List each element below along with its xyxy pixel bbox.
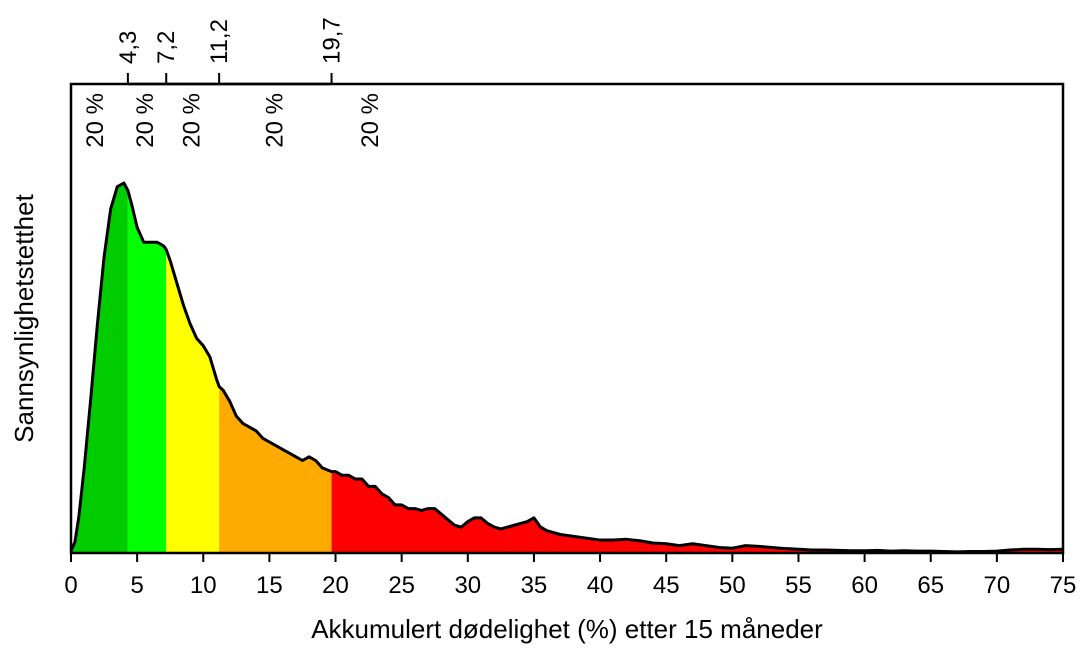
band-fill-4 bbox=[219, 386, 332, 553]
x-tick-label: 75 bbox=[1050, 572, 1077, 599]
x-tick-label: 30 bbox=[454, 572, 481, 599]
band-percent-label: 20 % bbox=[262, 93, 289, 148]
density-curve bbox=[69, 181, 1064, 554]
x-tick-label: 55 bbox=[785, 572, 812, 599]
x-tick-label: 5 bbox=[130, 572, 143, 599]
band-fill-2 bbox=[127, 190, 167, 553]
band-percent-label: 20 % bbox=[357, 93, 384, 148]
band-percent-label: 20 % bbox=[132, 93, 159, 148]
y-axis-label: Sannsynlighetstetthet bbox=[9, 193, 39, 442]
x-axis-label: Akkumulert dødelighet (%) etter 15 måned… bbox=[311, 614, 823, 644]
x-tick-label: 60 bbox=[851, 572, 878, 599]
x-tick-label: 65 bbox=[917, 572, 944, 599]
plot-frame bbox=[69, 82, 1065, 555]
band-fill-3 bbox=[166, 249, 220, 553]
x-tick-label: 20 bbox=[322, 572, 349, 599]
quantile-label: 11,2 bbox=[206, 19, 233, 64]
x-tick-label: 35 bbox=[521, 572, 548, 599]
x-tick-label: 25 bbox=[388, 572, 415, 599]
band-labels: 20 % 20 % 20 % 20 % 20 % bbox=[82, 93, 384, 148]
top-quantile-axis: 4,3 7,2 11,2 19,7 bbox=[115, 17, 346, 86]
x-tick-label: 70 bbox=[984, 572, 1011, 599]
quantile-label: 19,7 bbox=[319, 17, 346, 64]
x-tick-label: 50 bbox=[719, 572, 746, 599]
quantile-bands bbox=[71, 183, 1064, 553]
band-percent-label: 20 % bbox=[178, 93, 205, 148]
x-tick-label: 0 bbox=[64, 572, 77, 599]
quantile-label: 7,2 bbox=[153, 31, 180, 64]
x-tick-label: 10 bbox=[190, 572, 217, 599]
x-tick-label: 45 bbox=[653, 572, 680, 599]
band-fill-5 bbox=[331, 471, 1064, 553]
x-tick-label: 15 bbox=[256, 572, 283, 599]
band-percent-label: 20 % bbox=[82, 93, 109, 148]
x-tick-label: 40 bbox=[587, 572, 614, 599]
quantile-label: 4,3 bbox=[115, 31, 142, 64]
x-axis: 0 5 10 15 20 25 30 35 40 45 50 55 60 65 70 75 bbox=[64, 553, 1076, 599]
